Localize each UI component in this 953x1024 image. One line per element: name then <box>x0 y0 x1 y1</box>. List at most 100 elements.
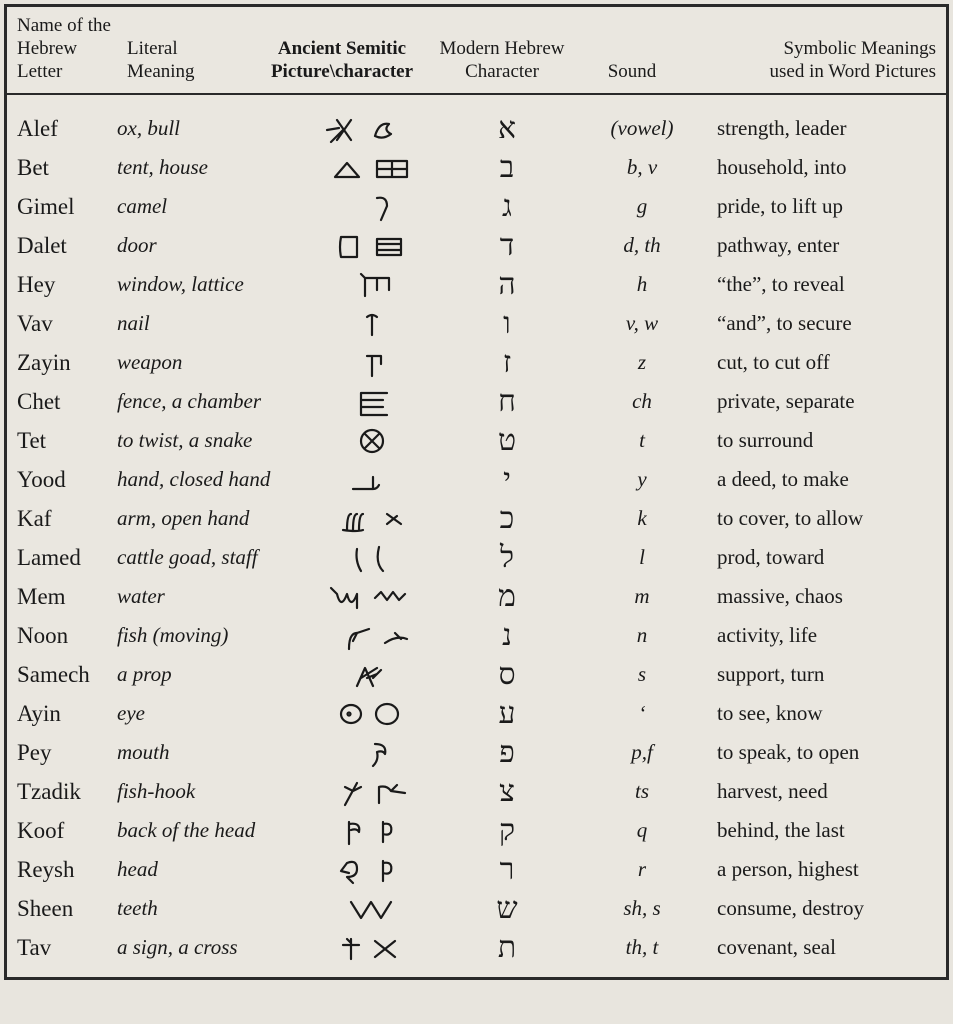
cell-pictograph <box>307 697 437 731</box>
cell-pictograph <box>307 619 437 653</box>
cell-sound: ts <box>577 779 707 804</box>
cell-symbolic: to see, know <box>707 701 936 726</box>
cell-symbolic: cut, to cut off <box>707 350 936 375</box>
cell-literal: teeth <box>117 896 307 921</box>
cell-pictograph <box>307 385 437 419</box>
cell-name: Tet <box>17 428 117 454</box>
cell-symbolic: to speak, to open <box>707 740 936 765</box>
cell-sound: m <box>577 584 707 609</box>
cell-hebrew: ו <box>437 307 577 341</box>
cell-name: Mem <box>17 584 117 610</box>
cell-name: Gimel <box>17 194 117 220</box>
header-picture-l1: Ancient Semitic <box>278 38 406 59</box>
table-row: Zayinweaponזzcut, to cut off <box>17 343 936 382</box>
table-row: Koofback of the headקqbehind, the last <box>17 811 936 850</box>
table-row: Vavnailוv, w“and”, to secure <box>17 304 936 343</box>
cell-literal: arm, open hand <box>117 506 307 531</box>
cell-sound: p,f <box>577 740 707 765</box>
cell-name: Kaf <box>17 506 117 532</box>
cell-name: Tzadik <box>17 779 117 805</box>
cell-hebrew: ת <box>437 931 577 965</box>
cell-hebrew: כ <box>437 502 577 536</box>
cell-literal: camel <box>117 194 307 219</box>
header-picture-l2: Picture\character <box>271 61 413 82</box>
cell-literal: back of the head <box>117 818 307 843</box>
cell-pictograph <box>307 346 437 380</box>
reysh-pictograph-icon <box>317 853 427 887</box>
table-row: Tetto twist, a snakeטtto surround <box>17 421 936 460</box>
cell-pictograph <box>307 502 437 536</box>
cell-pictograph <box>307 151 437 185</box>
lamed-pictograph-icon <box>317 541 427 575</box>
cell-symbolic: “the”, to reveal <box>707 272 936 297</box>
table-row: Alefox, bullא(vowel)strength, leader <box>17 109 936 148</box>
ayin-pictograph-icon <box>317 697 427 731</box>
cell-pictograph <box>307 658 437 692</box>
cell-symbolic: private, separate <box>707 389 936 414</box>
cell-symbolic: behind, the last <box>707 818 936 843</box>
bet-pictograph-icon <box>317 151 427 185</box>
table-row: Kafarm, open hand כkto cover, to allow <box>17 499 936 538</box>
cell-sound: th, t <box>577 935 707 960</box>
header-name-l2: Hebrew Letter <box>17 38 77 82</box>
cell-symbolic: harvest, need <box>707 779 936 804</box>
cell-pictograph <box>307 775 437 809</box>
cell-sound: r <box>577 857 707 882</box>
cell-hebrew: ז <box>437 346 577 380</box>
cell-name: Dalet <box>17 233 117 259</box>
cell-name: Pey <box>17 740 117 766</box>
cell-sound: v, w <box>577 311 707 336</box>
cell-hebrew: י <box>437 463 577 497</box>
cell-symbolic: a deed, to make <box>707 467 936 492</box>
cell-literal: nail <box>117 311 307 336</box>
sheen-pictograph-icon <box>317 892 427 926</box>
cell-hebrew: מ <box>437 580 577 614</box>
table-row: Heywindow, latticeהh“the”, to reveal <box>17 265 936 304</box>
cell-literal: hand, closed hand <box>117 467 307 492</box>
cell-hebrew: ל <box>437 541 577 575</box>
table-row: Peymouthפp,fto speak, to open <box>17 733 936 772</box>
tav-pictograph-icon <box>317 931 427 965</box>
cell-name: Koof <box>17 818 117 844</box>
cell-sound: ‘ <box>577 701 707 726</box>
table-row: Tava sign, a crossתth, tcovenant, seal <box>17 928 936 967</box>
cell-symbolic: activity, life <box>707 623 936 648</box>
cell-symbolic: to surround <box>707 428 936 453</box>
header-symbolic-l1: Symbolic Meanings <box>783 38 936 59</box>
tzadik-pictograph-icon <box>317 775 427 809</box>
cell-pictograph <box>307 190 437 224</box>
cell-symbolic: strength, leader <box>707 116 936 141</box>
mem-pictograph-icon <box>317 580 427 614</box>
cell-symbolic: to cover, to allow <box>707 506 936 531</box>
cell-pictograph <box>307 229 437 263</box>
cell-name: Reysh <box>17 857 117 883</box>
cell-sound: b, v <box>577 155 707 180</box>
cell-literal: to twist, a snake <box>117 428 307 453</box>
table-row: Reyshheadרra person, highest <box>17 850 936 889</box>
cell-literal: eye <box>117 701 307 726</box>
cell-sound: d, th <box>577 233 707 258</box>
cell-symbolic: “and”, to secure <box>707 311 936 336</box>
cell-sound: g <box>577 194 707 219</box>
cell-literal: fence, a chamber <box>117 389 307 414</box>
cell-pictograph <box>307 112 437 146</box>
cell-symbolic: massive, chaos <box>707 584 936 609</box>
cell-pictograph <box>307 541 437 575</box>
cell-literal: ox, bull <box>117 116 307 141</box>
cell-symbolic: pathway, enter <box>707 233 936 258</box>
cell-sound: k <box>577 506 707 531</box>
cell-symbolic: household, into <box>707 155 936 180</box>
hey-pictograph-icon <box>317 268 427 302</box>
gimel-pictograph-icon <box>317 190 427 224</box>
cell-name: Bet <box>17 155 117 181</box>
cell-sound: h <box>577 272 707 297</box>
cell-symbolic: a person, highest <box>707 857 936 882</box>
header-hebrew: Modern Hebrew Character <box>427 38 577 84</box>
cell-pictograph <box>307 268 437 302</box>
cell-sound: y <box>577 467 707 492</box>
cell-sound: l <box>577 545 707 570</box>
cell-literal: a prop <box>117 662 307 687</box>
pey-pictograph-icon <box>317 736 427 770</box>
cell-literal: mouth <box>117 740 307 765</box>
cell-name: Sheen <box>17 896 117 922</box>
